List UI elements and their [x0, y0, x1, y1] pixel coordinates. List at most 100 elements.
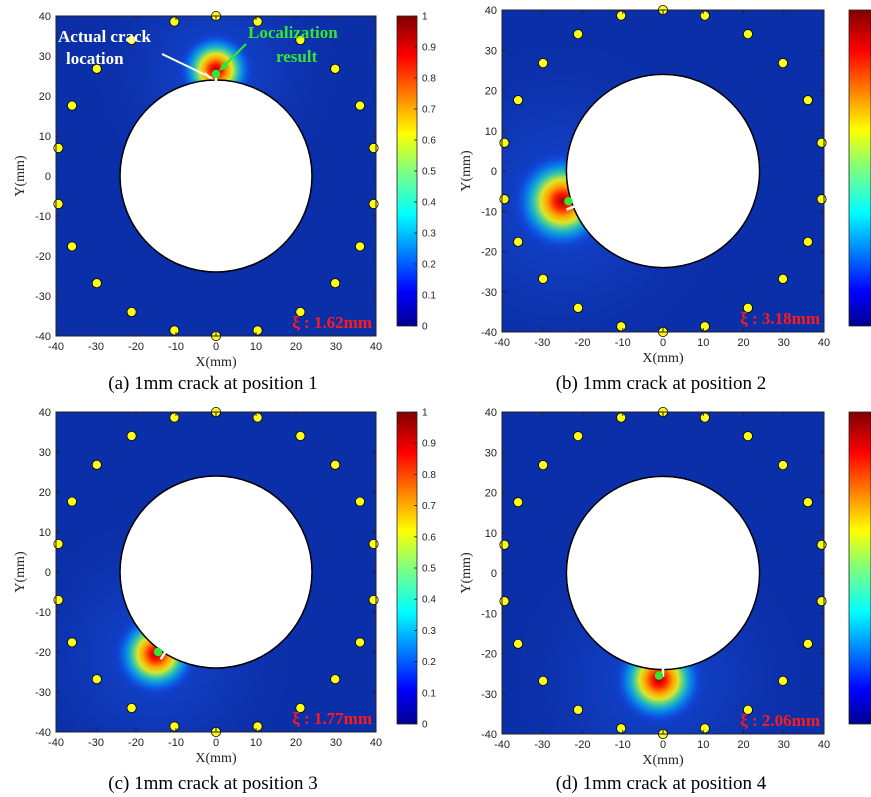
sensor-point [91, 459, 102, 470]
colorbar-tick-label: 0 [422, 322, 428, 333]
sensor-point [91, 63, 102, 74]
y-tick-label: 20 [485, 86, 497, 98]
y-tick-label: -40 [35, 727, 51, 739]
annotations: Actual crack location Localization result [58, 23, 338, 80]
x-tick-label: 40 [370, 341, 382, 353]
colorbar-tick-label: 0.6 [422, 136, 436, 147]
error-label: ξ : 1.77mm [292, 709, 372, 728]
sensor-point [802, 638, 813, 649]
x-tick-label: -30 [88, 341, 104, 353]
y-tick-label: 30 [485, 45, 497, 57]
y-tick-label: 40 [39, 11, 51, 23]
panel-caption: (c) 1mm crack at position 3 [108, 773, 317, 794]
sensor-point [252, 16, 263, 27]
x-tick-label: 0 [213, 341, 219, 353]
colorbar-tick-label: 0.1 [422, 688, 436, 699]
colorbar [848, 411, 871, 725]
sensor-point [67, 100, 78, 111]
sensor-point [67, 496, 78, 507]
sensor-point [53, 198, 64, 209]
x-tick-label: -20 [128, 341, 144, 353]
y-axis-label: Y(mm) [459, 150, 474, 192]
x-tick-label: -20 [128, 737, 144, 749]
sensor-point [499, 539, 510, 550]
actual-crack-label-2: location [66, 49, 124, 68]
x-tick-label: 0 [660, 739, 666, 751]
sensor-point [126, 35, 137, 46]
x-tick-label: 10 [697, 337, 709, 349]
colorbar-tick-label: 0.5 [422, 564, 436, 575]
panel-3: -40 -30 -20 -10 0 10 20 30 40403020100-10-20-30-… [13, 406, 436, 794]
sensor-point [499, 194, 510, 205]
colorbar-tick-label: 0.4 [422, 198, 436, 209]
y-tick-label: -10 [35, 211, 51, 223]
x-tick-label: 30 [330, 737, 342, 749]
colorbar-tick-label: 0.5 [422, 167, 436, 178]
sensor-point [573, 704, 584, 715]
x-tick-label: 20 [737, 739, 749, 751]
actual-crack-arrow [161, 53, 213, 79]
x-tick-label: 40 [370, 737, 382, 749]
sensor-point [573, 431, 584, 442]
sensor-point [499, 596, 510, 607]
panel-4: -40 -30 -20 -10 0 10 20 30 40 40 30 20 10 0 -10 -20 -30 -… [459, 406, 871, 794]
error-label: ξ : 2.06mm [740, 711, 820, 730]
colorbar-tick-label: 0.9 [422, 43, 436, 54]
sensor-point [699, 723, 710, 734]
y-tick-label: -10 [35, 607, 51, 619]
y-tick-label: 20 [485, 488, 497, 500]
x-tick-label: 0 [660, 337, 666, 349]
y-tick-label: -20 [481, 247, 497, 259]
y-axis-label: Y(mm) [13, 155, 28, 197]
x-tick-label: 10 [250, 737, 262, 749]
hole [119, 475, 313, 669]
y-tick-label: -10 [481, 608, 497, 620]
sensor-point [538, 460, 549, 471]
x-tick-label: 30 [778, 739, 790, 751]
y-tick-label: -30 [35, 291, 51, 303]
sensor-point [538, 58, 549, 69]
x-tick-label: 40 [818, 739, 830, 751]
sensor-point [53, 142, 64, 153]
sensor-point [169, 325, 180, 336]
y-tick-label: 0 [45, 171, 51, 183]
sensor-point [777, 675, 788, 686]
y-tick-label: -30 [481, 689, 497, 701]
colorbar-tick-label: 0.7 [422, 105, 436, 116]
x-tick-label: -40 [494, 739, 510, 751]
sensor-point [816, 137, 827, 148]
localization-result-label: Localization [248, 23, 338, 42]
sensor-point [67, 241, 78, 252]
panel-caption: (b) 1mm crack at position 2 [556, 373, 767, 394]
sensor-point [368, 198, 379, 209]
sensor-point [169, 721, 180, 732]
sensor-point [538, 273, 549, 284]
sensor-point [816, 194, 827, 205]
sensor-point [513, 236, 524, 247]
colorbar [848, 9, 871, 327]
sensor-point [742, 704, 753, 715]
sensor-point [126, 430, 137, 441]
y-tick-label: -20 [35, 647, 51, 659]
x-tick-label: 0 [213, 737, 219, 749]
panel-caption: (a) 1mm crack at position 1 [108, 373, 317, 394]
sensor-point [91, 278, 102, 289]
colorbar-tick-label: 0.8 [422, 470, 436, 481]
y-tick-label: 0 [491, 568, 497, 580]
y-tick-label: -20 [481, 649, 497, 661]
x-tick-label: -40 [48, 737, 64, 749]
crack-marker [159, 651, 167, 660]
colorbar-tick-label: 0.2 [422, 260, 436, 271]
y-tick-label: -10 [481, 206, 497, 218]
x-tick-label: -30 [88, 737, 104, 749]
colorbar-tick-label: 0.3 [422, 229, 436, 240]
sensor-point [91, 674, 102, 685]
sensor-point [802, 497, 813, 508]
sensor-point [499, 137, 510, 148]
colorbar-tick-label: 0 [422, 720, 428, 731]
sensor-point [513, 497, 524, 508]
y-tick-label: 10 [39, 527, 51, 539]
x-tick-label: 20 [290, 737, 302, 749]
x-tick-label: -40 [494, 337, 510, 349]
x-tick-label: 20 [290, 341, 302, 353]
